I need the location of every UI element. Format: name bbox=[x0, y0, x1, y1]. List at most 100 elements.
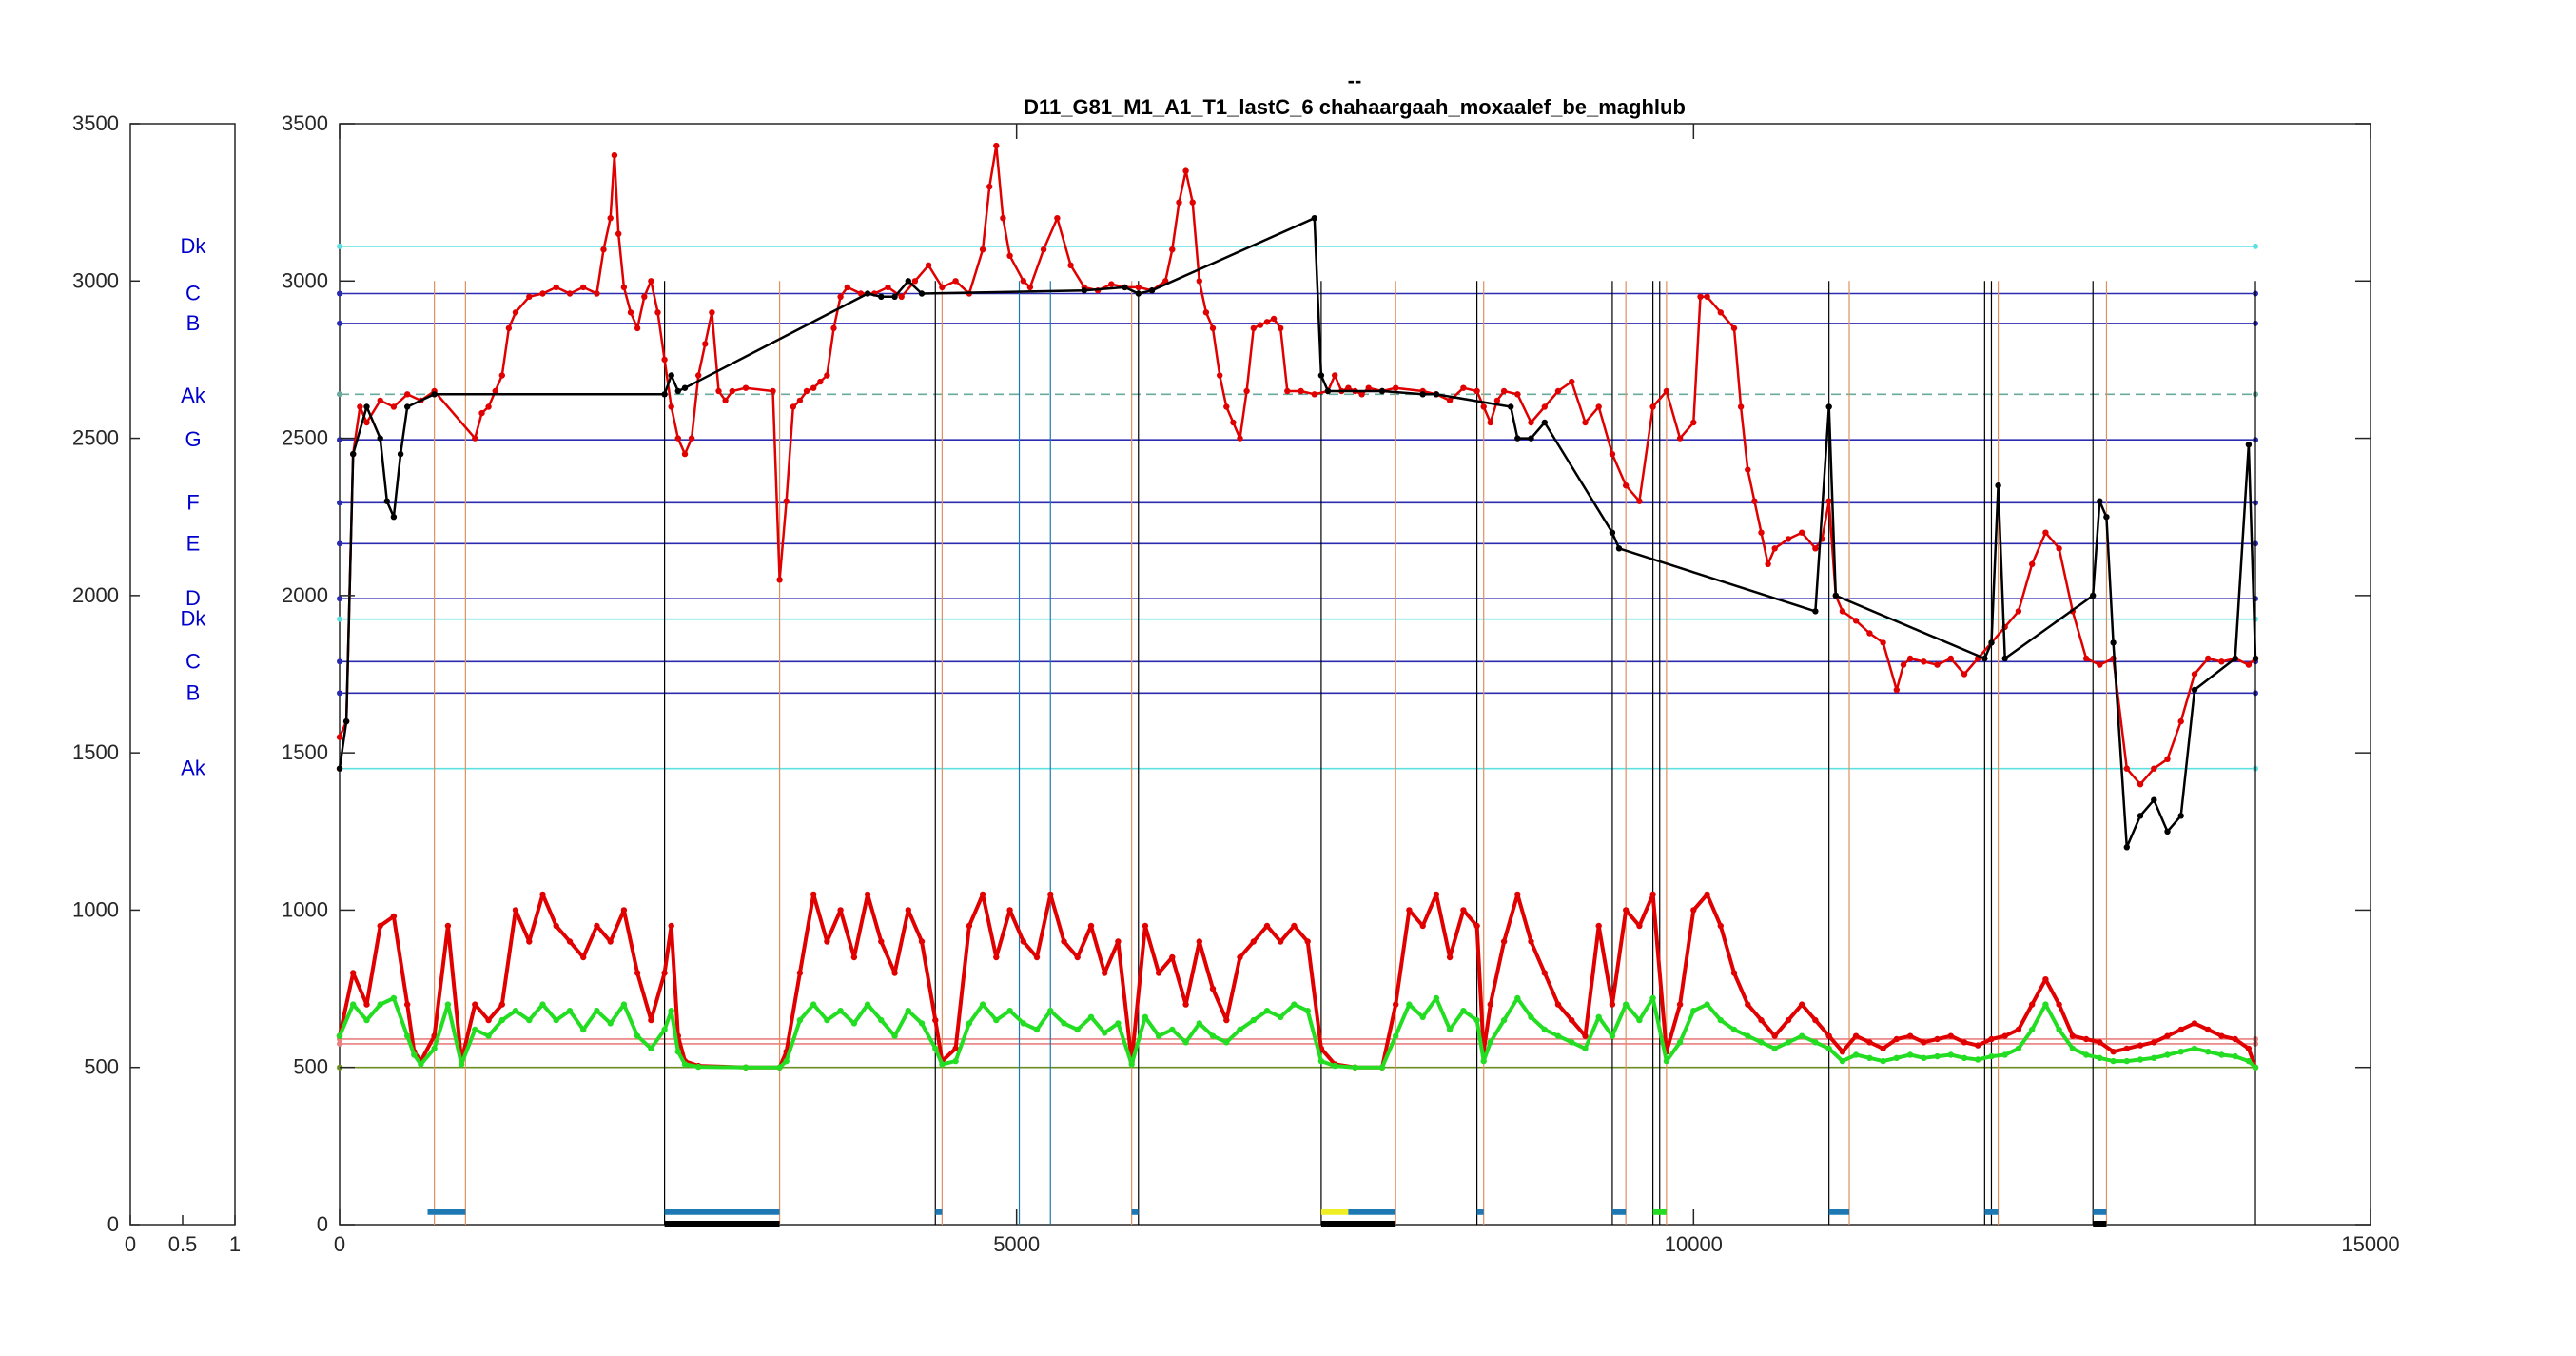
data-point bbox=[492, 387, 498, 395]
data-point bbox=[1663, 387, 1670, 395]
series-line bbox=[338, 892, 2257, 1070]
data-point bbox=[1569, 378, 1575, 385]
data-point bbox=[966, 1020, 973, 1027]
data-point bbox=[2137, 813, 2144, 819]
data-point bbox=[627, 309, 634, 316]
data-point bbox=[418, 1061, 424, 1068]
data-point bbox=[1182, 1039, 1189, 1046]
data-point bbox=[2042, 529, 2049, 536]
main-y-tick-label: 0 bbox=[317, 1212, 328, 1236]
data-point bbox=[1487, 1039, 1494, 1046]
data-point bbox=[1500, 1016, 1508, 1024]
data-point bbox=[1771, 545, 1778, 552]
reference-line-marker bbox=[337, 320, 342, 326]
data-point bbox=[885, 284, 891, 291]
data-point bbox=[837, 907, 844, 914]
data-point bbox=[1636, 498, 1643, 504]
data-point bbox=[1033, 953, 1041, 961]
data-point bbox=[553, 1016, 559, 1024]
data-point bbox=[1081, 287, 1088, 294]
data-point bbox=[1961, 1039, 1968, 1046]
data-point bbox=[796, 1016, 804, 1024]
data-point bbox=[1169, 1026, 1176, 1033]
data-point bbox=[1934, 1035, 1941, 1043]
data-point bbox=[2191, 1020, 2198, 1027]
data-point bbox=[830, 324, 837, 332]
data-point bbox=[1758, 529, 1765, 536]
data-point bbox=[1839, 608, 1846, 615]
data-point bbox=[1934, 661, 1941, 668]
data-point bbox=[1047, 1008, 1054, 1014]
data-point bbox=[1311, 215, 1318, 222]
main-x-ticks: 0 5000 10000 15000 bbox=[334, 124, 2400, 1256]
data-point bbox=[668, 1008, 674, 1014]
data-point bbox=[1717, 1016, 1725, 1024]
data-point bbox=[1737, 403, 1745, 410]
data-point bbox=[1785, 1039, 1792, 1046]
data-point bbox=[444, 922, 452, 930]
data-point bbox=[615, 230, 622, 237]
data-point bbox=[1690, 1008, 1697, 1014]
data-point bbox=[1636, 1016, 1643, 1024]
drop-lines bbox=[434, 281, 2256, 1225]
left-y-tick-label: 500 bbox=[84, 1055, 119, 1079]
data-point bbox=[2245, 1045, 2253, 1052]
data-point bbox=[878, 938, 885, 945]
data-point bbox=[2151, 1054, 2157, 1062]
data-point bbox=[1033, 1026, 1041, 1033]
data-point bbox=[350, 970, 357, 976]
data-point bbox=[1217, 372, 1223, 379]
data-point bbox=[1582, 1032, 1589, 1039]
data-point bbox=[594, 922, 600, 930]
data-point bbox=[911, 278, 919, 285]
data-point bbox=[2252, 1064, 2259, 1071]
data-point bbox=[2232, 1052, 2238, 1060]
data-point bbox=[363, 403, 370, 410]
data-point bbox=[1717, 309, 1725, 316]
data-point bbox=[2205, 1049, 2212, 1055]
data-point bbox=[1493, 397, 1501, 404]
reference-line-marker bbox=[337, 243, 342, 249]
data-point bbox=[1135, 290, 1142, 297]
data-point bbox=[695, 1063, 702, 1071]
data-point bbox=[2177, 1026, 2184, 1033]
reference-line-marker bbox=[337, 616, 342, 622]
data-point bbox=[553, 922, 559, 930]
left-y-tick-label: 2000 bbox=[72, 583, 119, 607]
data-point bbox=[1704, 293, 1710, 300]
data-point bbox=[1209, 1032, 1217, 1039]
data-point bbox=[431, 1045, 438, 1052]
reference-line-marker bbox=[337, 690, 342, 697]
data-point bbox=[648, 1016, 654, 1024]
data-point bbox=[1649, 994, 1656, 1002]
data-point bbox=[952, 1045, 959, 1052]
reference-line-marker bbox=[337, 596, 342, 602]
data-point bbox=[1745, 1032, 1751, 1039]
data-point bbox=[661, 970, 668, 976]
main-axes-box bbox=[339, 123, 2371, 1226]
data-point bbox=[1799, 1001, 1805, 1008]
note-label: Ak bbox=[181, 757, 206, 780]
data-point bbox=[1717, 922, 1725, 930]
data-point bbox=[526, 938, 533, 945]
data-point bbox=[1690, 907, 1697, 914]
data-point bbox=[2151, 1039, 2157, 1046]
reference-line-marker bbox=[337, 658, 342, 665]
data-point bbox=[1934, 1052, 1941, 1060]
data-point bbox=[2029, 1001, 2036, 1008]
data-point bbox=[1263, 1008, 1271, 1014]
data-point bbox=[1446, 1026, 1454, 1033]
data-point bbox=[1541, 1026, 1549, 1033]
data-point bbox=[1406, 907, 1413, 914]
data-point bbox=[485, 1032, 492, 1039]
data-point bbox=[1006, 907, 1013, 914]
data-point bbox=[566, 290, 574, 297]
data-point bbox=[2123, 1057, 2130, 1065]
note-label: Ak bbox=[181, 383, 206, 407]
data-point bbox=[600, 246, 607, 253]
data-point bbox=[1799, 1032, 1805, 1039]
data-point bbox=[2056, 1001, 2062, 1008]
data-point bbox=[1102, 1030, 1108, 1036]
main-y-tick-label: 2500 bbox=[282, 426, 328, 450]
data-point bbox=[1866, 1054, 1873, 1062]
